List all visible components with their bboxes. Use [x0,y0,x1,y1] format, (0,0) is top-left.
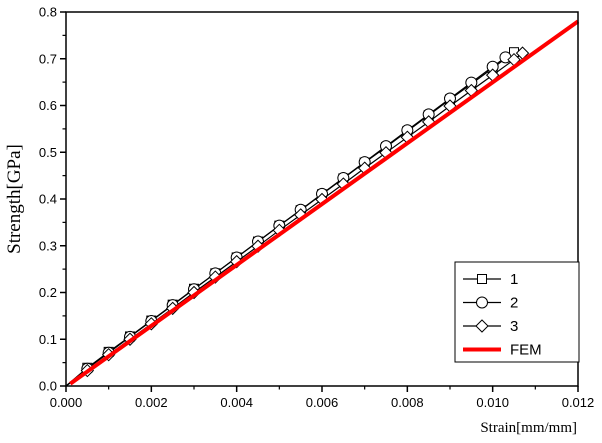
legend-marker-2 [476,296,488,309]
x-tick-label: 0.000 [50,395,83,410]
x-tick-label: 0.010 [476,395,509,410]
legend: 1 2 3 FEM [454,261,580,363]
y-tick-label: 0.0 [39,379,57,394]
x-tick-label: 0.006 [306,395,339,410]
y-tick-label: 0.1 [39,332,57,347]
x-tick-label: 0.008 [391,395,424,410]
legend-marker-1 [477,274,487,284]
x-axis-label: Strain[mm/mm] [480,420,577,436]
legend-label: FEM [510,342,542,359]
plot-frame [65,11,579,387]
legend-label: 1 [510,271,518,288]
y-axis-label: Strength[GPa] [4,144,25,254]
series-line-2 [65,56,506,387]
x-tick-label: 0.002 [135,395,168,410]
x-tick-label: 0.012 [562,395,595,410]
y-tick-label: 0.7 [39,51,57,66]
y-tick-label: 0.5 [39,145,57,160]
y-tick-label: 0.2 [39,285,57,300]
legend-label: 2 [510,295,518,312]
y-tick-label: 0.6 [39,98,57,113]
legend-label: 3 [510,318,518,335]
series-line-FEM [69,19,580,386]
series-FEM [69,19,580,386]
y-tick-label: 0.4 [39,192,57,207]
x-tick-label: 0.004 [220,395,253,410]
axis-ticks: 0.000 0.002 0.004 0.006 0.008 0.010 0.012 0.0 0.… [39,5,594,411]
y-tick-label: 0.8 [39,5,57,20]
legend-marker-3 [475,319,489,333]
series-group [65,19,580,387]
y-tick-label: 0.3 [39,238,57,253]
